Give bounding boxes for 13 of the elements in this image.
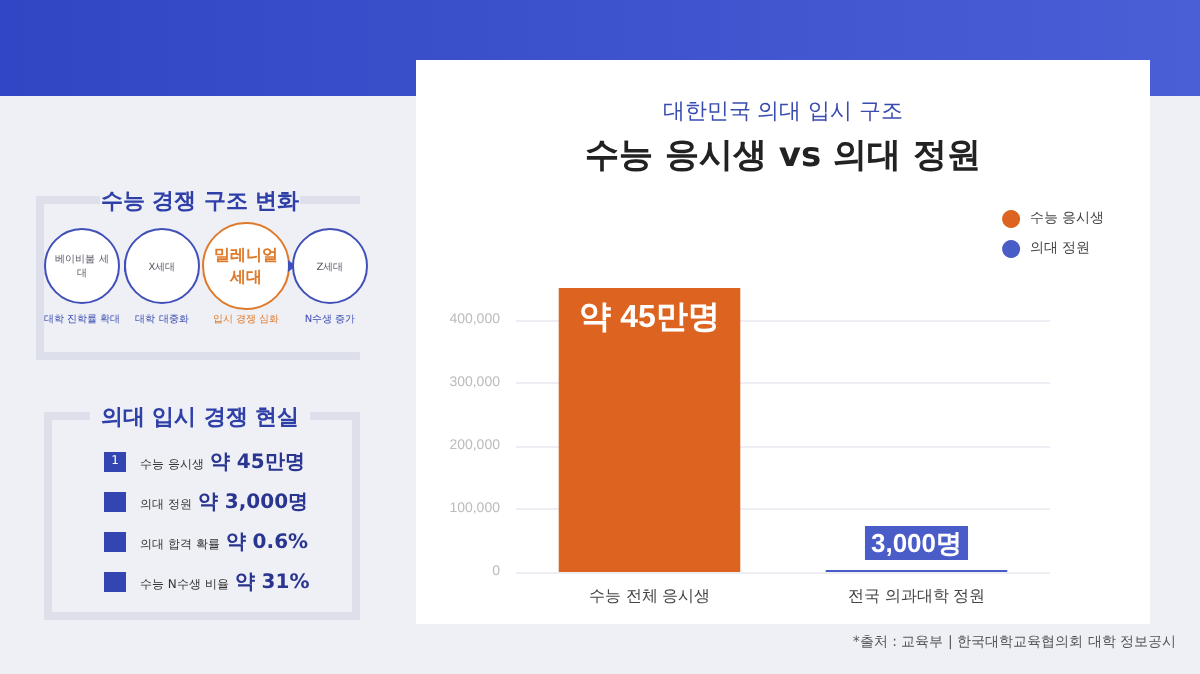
text: 의대 입시 경쟁 현실 (90, 402, 310, 432)
x-tick-label: 수능 전체 응시생 (589, 587, 710, 605)
text: 약 45만명 (209, 452, 305, 474)
x-tick-label: 전국 의과대학 정원 (848, 587, 985, 605)
data-label: 약 45만명 (579, 301, 720, 335)
text: 약 0.6% (225, 532, 309, 554)
chart-title: 수능 응시생 vs 의대 정원 (583, 134, 983, 178)
text: 약 3,000명 (197, 492, 309, 514)
text: 약 31% (234, 572, 310, 594)
data-label: 3,000명 (870, 528, 963, 559)
text: 수능 경쟁 구조 변화 (100, 186, 300, 216)
chart-subtitle: 대한민국 의대 입시 구조 (660, 96, 906, 126)
circle-outline: 밀레니얼 세대 (202, 222, 290, 310)
